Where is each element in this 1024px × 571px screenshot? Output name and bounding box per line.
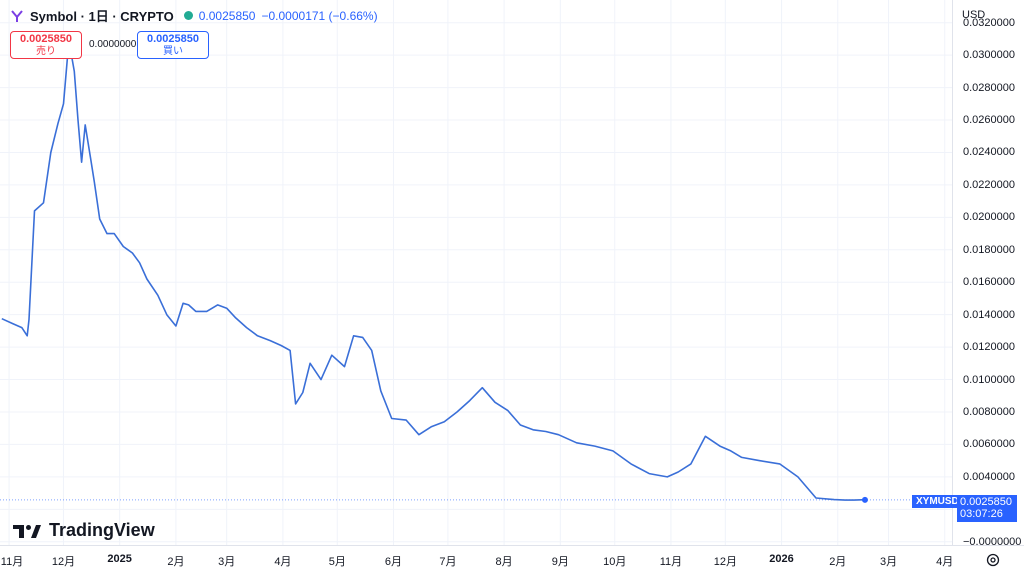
x-tick-label: 2月 — [167, 556, 185, 568]
x-tick-label: 8月 — [495, 556, 513, 568]
last-price-value: 0.0025850 — [198, 8, 256, 23]
y-tick-label: 0.0140000 — [963, 308, 1015, 321]
x-tick-label: 4月 — [936, 556, 954, 568]
settings-gear-icon[interactable] — [985, 552, 1001, 568]
symbol-price-label: XYMUSD — [912, 495, 963, 508]
x-tick-label: 10月 — [603, 556, 627, 568]
y-tick-label: 0.0280000 — [963, 81, 1015, 94]
spread-value: 0.0000000 — [89, 39, 137, 50]
last-price-dot — [861, 496, 868, 503]
price-line-series — [1, 39, 866, 501]
y-tick-label: 0.0060000 — [963, 438, 1015, 451]
chart-grid — [0, 0, 952, 545]
x-tick-label: 11月 — [659, 556, 683, 568]
buy-label: 買い — [163, 46, 183, 57]
y-tick-label: 0.0160000 — [963, 276, 1015, 289]
current-price-tag: 0.0025850 03:07:26 — [957, 495, 1017, 522]
y-tick-label: 0.0220000 — [963, 178, 1015, 191]
y-tick-label: 0.0040000 — [963, 470, 1015, 483]
x-tick-label: 4月 — [274, 556, 292, 568]
x-tick-label: 11月 — [0, 556, 24, 568]
sell-label: 売り — [36, 46, 56, 57]
bar-countdown: 03:07:26 — [960, 508, 1003, 520]
y-tick-label: 0.0320000 — [963, 16, 1015, 29]
x-tick-label: 7月 — [439, 556, 457, 568]
sell-price: 0.0025850 — [20, 33, 72, 45]
y-tick-label: 0.0240000 — [963, 146, 1015, 159]
y-tick-label: 0.0300000 — [963, 49, 1015, 62]
x-tick-label: 12月 — [713, 556, 737, 568]
x-tick-label: 2025 — [107, 553, 132, 565]
sell-button[interactable]: 0.0025850 売り — [10, 31, 82, 59]
price-change-value: −0.0000171 (−0.66%) — [261, 8, 378, 23]
x-tick-label: 5月 — [328, 556, 346, 568]
symbol-title: Symbol · 1日 · CRYPTO — [30, 9, 174, 24]
x-tick-label: 9月 — [551, 556, 569, 568]
x-tick-label: 3月 — [879, 556, 898, 568]
x-tick-label: 6月 — [384, 556, 403, 568]
price-chart-plot[interactable] — [0, 0, 952, 545]
x-tick-label: 2026 — [769, 553, 794, 565]
market-status-icon — [183, 11, 193, 20]
y-tick-label: 0.0120000 — [963, 341, 1015, 354]
x-tick-label: 2月 — [829, 556, 847, 568]
symbol-header[interactable]: Symbol · 1日 · CRYPTO 0.0025850 −0.000017… — [10, 6, 384, 25]
x-tick-label: 12月 — [51, 556, 76, 568]
x-tick-label: 3月 — [218, 556, 236, 568]
buy-button[interactable]: 0.0025850 買い — [137, 31, 209, 59]
y-tick-label: 0.0100000 — [963, 373, 1015, 386]
buy-price: 0.0025850 — [147, 33, 199, 45]
y-tick-label: 0.0080000 — [963, 405, 1015, 418]
symbol-logo-icon — [11, 9, 23, 22]
current-price-value: 0.0025850 — [960, 496, 1012, 508]
price-axis[interactable]: 0.0320000 0.0300000 0.0280000 0.0260000 0.02… — [952, 0, 1024, 548]
time-axis[interactable] — [0, 545, 1024, 571]
tradingview-logo-icon — [13, 524, 41, 538]
y-tick-label: 0.0260000 — [963, 114, 1015, 127]
y-tick-label: 0.0200000 — [963, 211, 1015, 224]
currency-selector[interactable]: USD — [962, 9, 986, 21]
tradingview-logo[interactable]: TradingView — [13, 520, 155, 541]
y-tick-label: −0.0000000 — [963, 535, 1022, 548]
y-tick-label: 0.0180000 — [963, 243, 1015, 256]
brand-name: TradingView — [49, 520, 155, 540]
